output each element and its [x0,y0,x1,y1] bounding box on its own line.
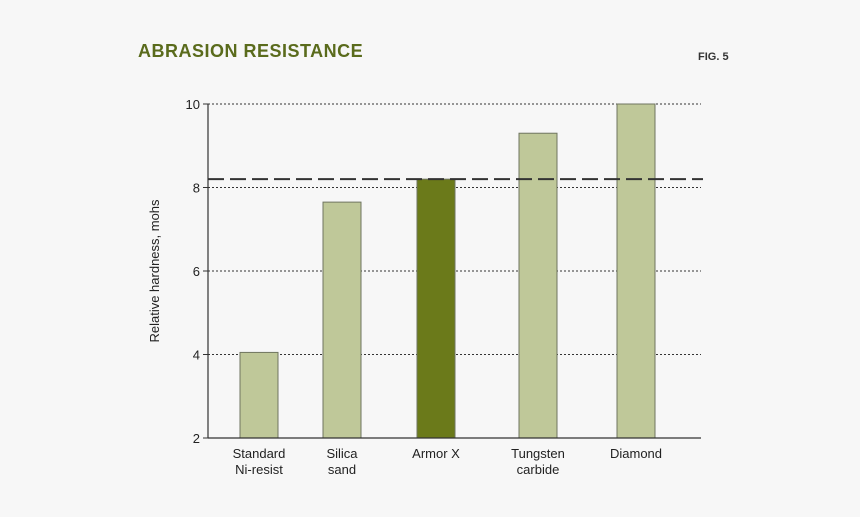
category-label-4: Diamond [610,446,662,461]
y-tick-label: 6 [193,264,200,279]
bar-2 [416,178,456,439]
category-label-2: Armor X [412,446,460,461]
y-tick-label: 8 [193,181,200,196]
figure-label: FIG. 5 [698,51,729,63]
bar-3 [518,132,558,439]
category-label-3: Tungsten carbide [511,446,565,477]
y-axis-title: Relative hardness, mohs [147,199,162,343]
category-label-1: Silica sand [326,446,358,477]
y-tick-label: 10 [186,97,200,112]
bar-0 [239,351,279,439]
bar-1 [322,201,362,439]
axes [203,103,701,439]
category-label-0: Standard Ni-resist [233,446,286,477]
y-tick-label: 2 [193,431,200,446]
bar-4 [616,103,656,439]
y-tick-label: 4 [193,348,200,363]
labels: Standard Ni-resist Silica sand Armor X Tungst… [147,97,662,477]
chart-title: ABRASION RESISTANCE [138,41,363,61]
